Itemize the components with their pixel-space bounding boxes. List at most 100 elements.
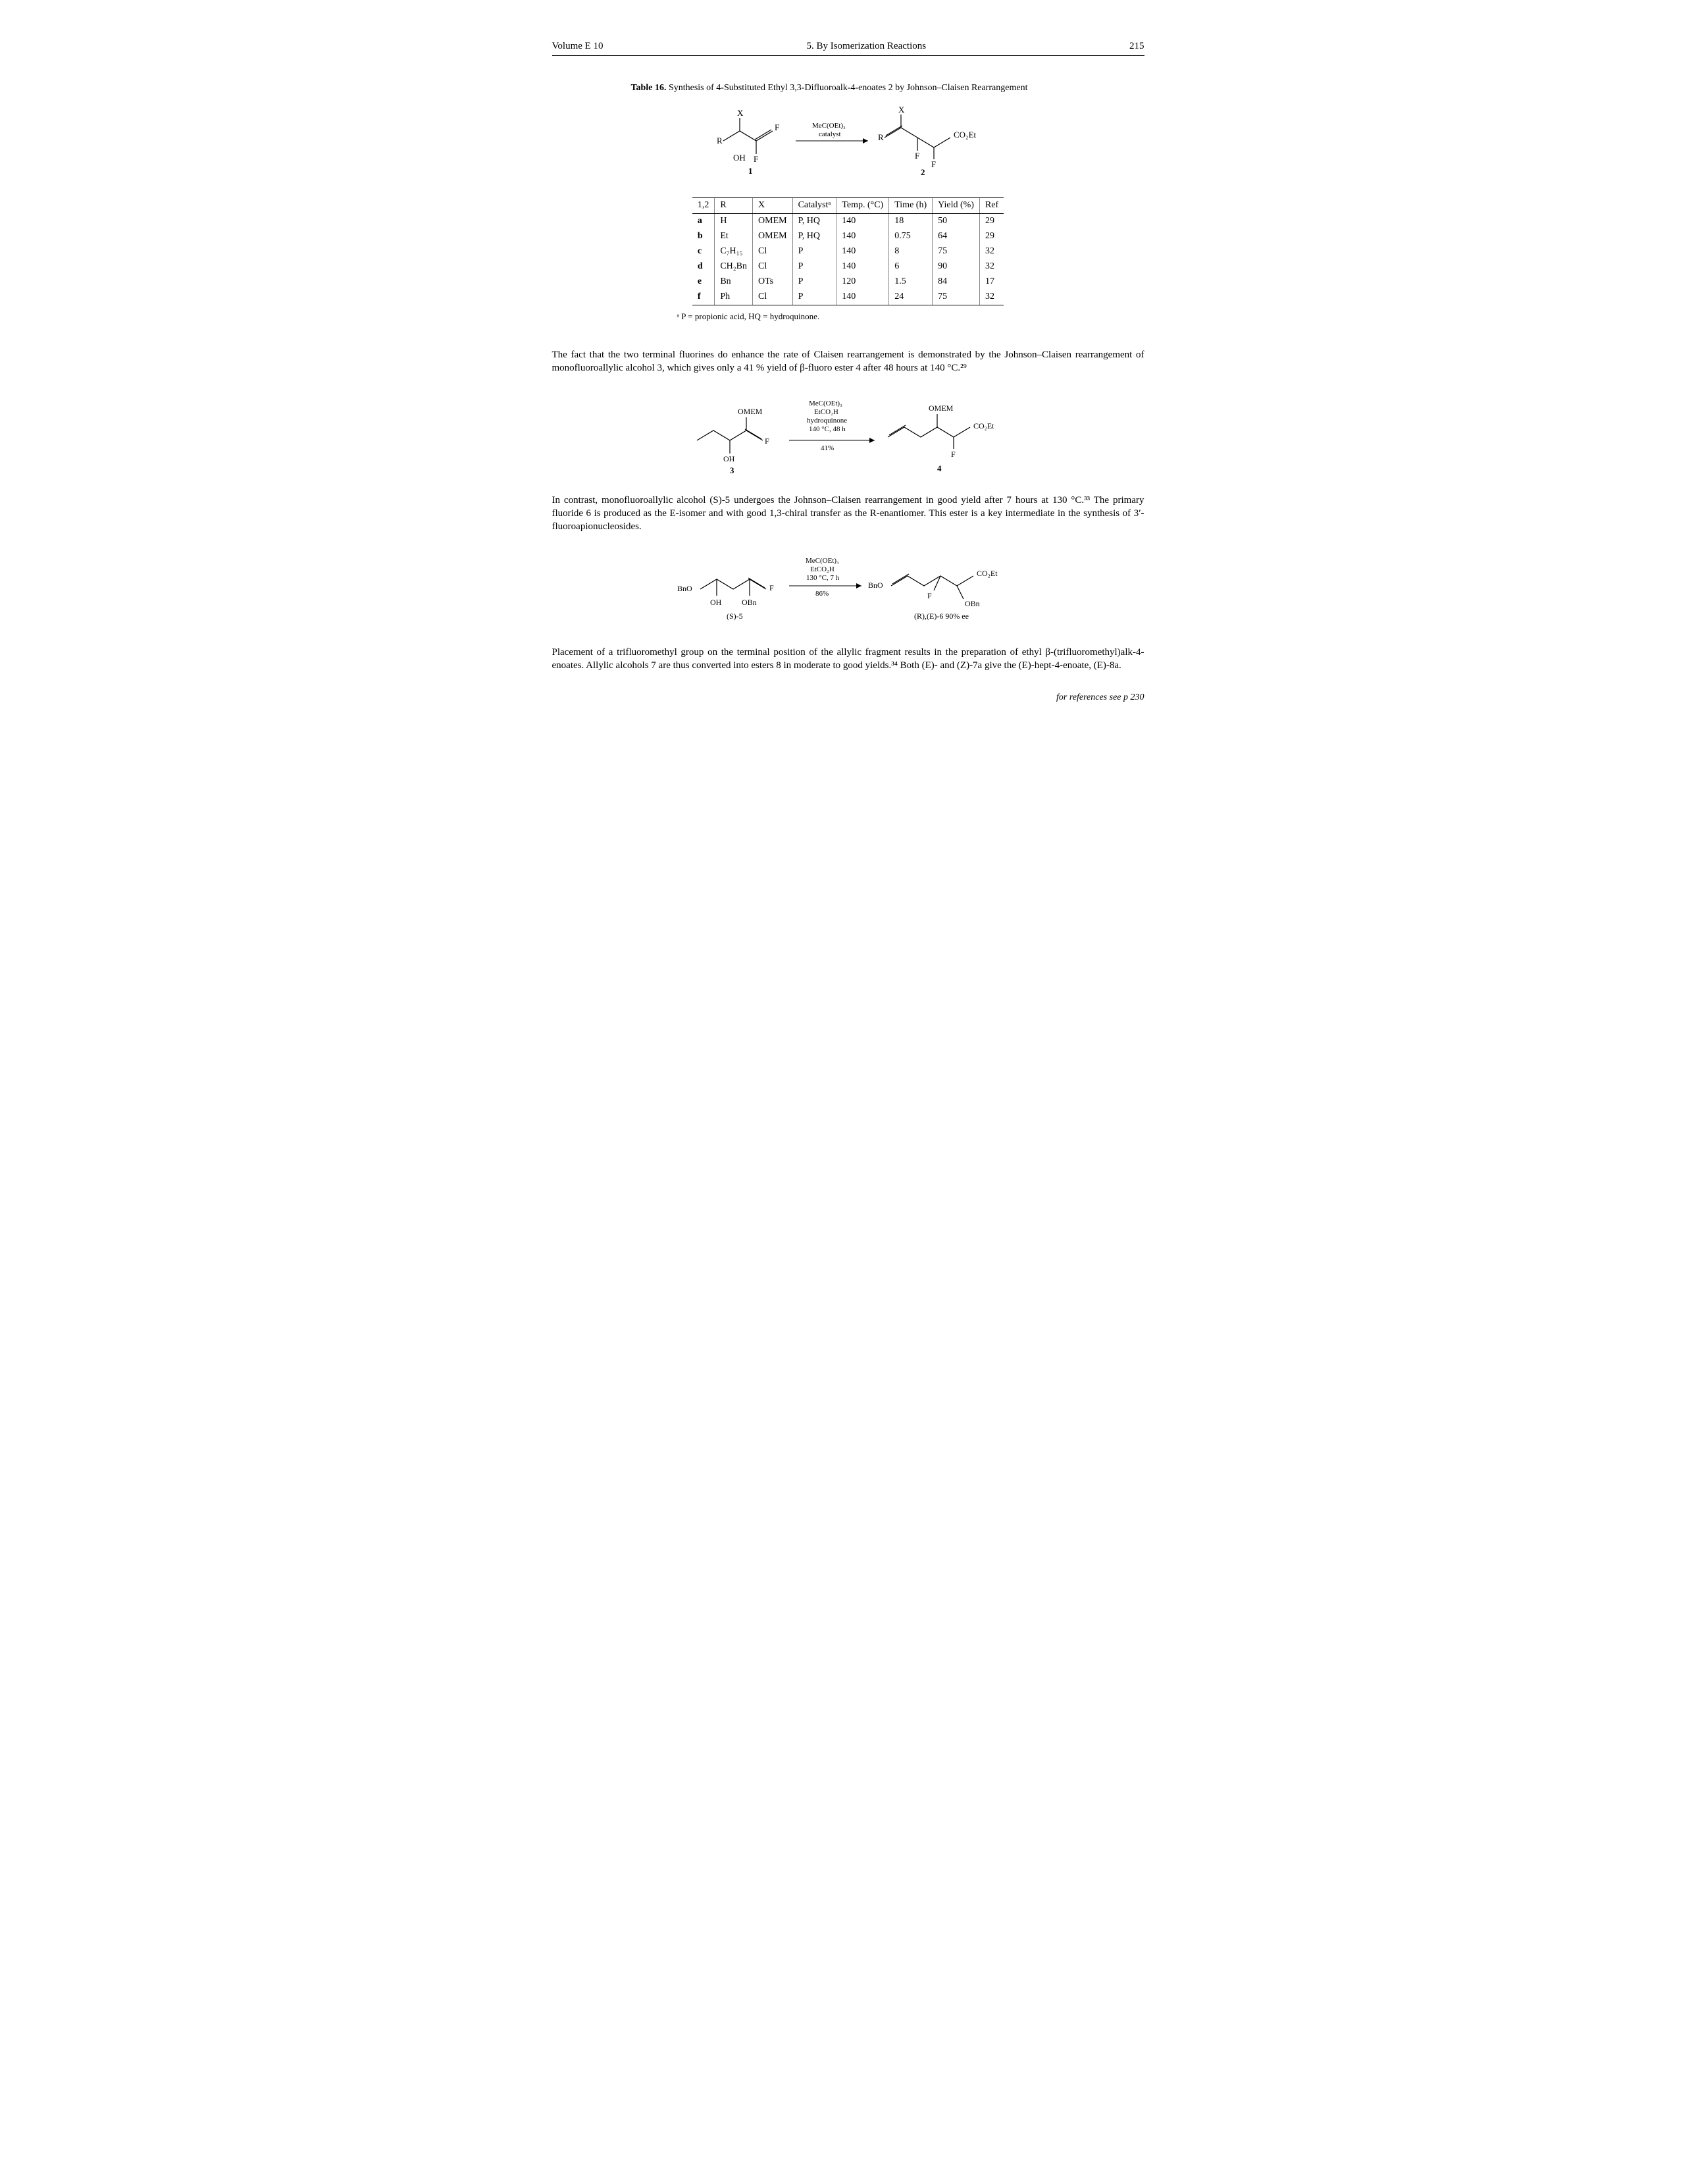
scheme-2: OMEM OH F 3 MeC(OEt)₃ EtCO₂H hydroquinon… [552,391,1144,481]
th-0: 1,2 [692,198,715,214]
table-cell: C₇H₁₅ [715,244,753,259]
table-cell: 75 [933,290,980,305]
table-cell: 32 [979,244,1004,259]
table-cell: 140 [836,229,889,244]
table-cell: Cl [753,290,793,305]
table-cell: e [692,274,715,290]
s3-f: F [769,583,774,592]
s1r-F2: F [931,159,936,169]
table-cell: c [692,244,715,259]
s1-num2: 2 [921,167,925,177]
table-cell: d [692,259,715,274]
s3-oh: OH [710,598,722,607]
table-cell: Ph [715,290,753,305]
s2r-omem: OMEM [929,403,954,413]
s2-num4: 4 [937,463,942,473]
table-cell: P [792,290,836,305]
s1-F2: F [754,154,758,164]
th-5: Time (h) [889,198,933,214]
th-7: Ref [979,198,1004,214]
table-row: eBnOTsP1201.58417 [692,274,1004,290]
table-cell: 75 [933,244,980,259]
table-cell: 32 [979,259,1004,274]
s3-obn: OBn [742,598,757,607]
table-cell: Et [715,229,753,244]
table-cell: 90 [933,259,980,274]
table-cell: P, HQ [792,229,836,244]
s1-F1: F [775,122,779,132]
table-cell: P, HQ [792,214,836,229]
header-center: 5. By Isomerization Reactions [806,39,926,53]
s2-r3: hydroquinone [807,417,847,425]
paragraph-1: The fact that the two terminal fluorines… [552,348,1144,375]
header-right: 215 [1129,39,1144,53]
table-cell: 140 [836,290,889,305]
s2-omem: OMEM [738,407,763,416]
table-cell: 1.5 [889,274,933,290]
table-cell: 0.75 [889,229,933,244]
th-1: R [715,198,753,214]
table-cell: 29 [979,229,1004,244]
table-row: cC₇H₁₅ClP14087532 [692,244,1004,259]
table-cell: Cl [753,259,793,274]
s2-num3: 3 [730,465,734,475]
s3-r3: 130 °C, 7 h [806,574,840,582]
header-left: Volume E 10 [552,39,604,53]
table-cell: Bn [715,274,753,290]
table-cell: 24 [889,290,933,305]
s1r-grp: CO₂Et [954,130,977,140]
table16-footnote: ᵃ P = propionic acid, HQ = hydroquinone. [677,311,1144,323]
s3-num6: (R),(E)-6 90% ee [914,611,969,621]
table-row: dCH₂BnClP14069032 [692,259,1004,274]
s1r-F1: F [915,151,919,161]
scheme-3-svg: BnO OH OBn F (S)-5 MeC(OEt)₃ EtCO₂H 130 … [664,550,1033,629]
table-cell: a [692,214,715,229]
s1-reagent-top: MeC(OEt)₃ [812,122,846,130]
references-note: for references see p 230 [552,692,1144,704]
table-cell: H [715,214,753,229]
table-cell: 140 [836,244,889,259]
table-cell: 50 [933,214,980,229]
table-cell: P [792,259,836,274]
table-cell: 84 [933,274,980,290]
table16-caption: Table 16. Synthesis of 4-Substituted Eth… [631,82,1079,95]
s1-X: X [737,108,744,118]
th-3: Catalystᵃ [792,198,836,214]
s3-r1: MeC(OEt)₃ [806,557,839,565]
s3-bno: BnO [677,584,692,593]
table-cell: 6 [889,259,933,274]
s1-reagent-bot: catalyst [819,130,841,138]
s2r-grp: CO₂Et [973,421,994,430]
table-cell: 29 [979,214,1004,229]
table-cell: 32 [979,290,1004,305]
s2-r4: 140 °C, 48 h [809,425,846,433]
s2r-f: F [951,450,956,459]
s2-oh: OH [723,454,735,463]
s1r-X: X [898,105,905,115]
table-cell: P [792,274,836,290]
th-6: Yield (%) [933,198,980,214]
table-cell: 18 [889,214,933,229]
table16-caption-bold: Table 16. [631,83,667,93]
table-cell: OMEM [753,229,793,244]
s3-yield: 86% [815,590,829,598]
s1-R: R [717,136,723,145]
th-2: X [753,198,793,214]
s3-r2: EtCO₂H [810,565,835,573]
table-row: aHOMEMP, HQ140185029 [692,214,1004,229]
table-cell: f [692,290,715,305]
s3r-grp: CO₂Et [977,569,998,578]
s2-f: F [765,436,769,446]
table-cell: 140 [836,259,889,274]
th-4: Temp. (°C) [836,198,889,214]
scheme-2-svg: OMEM OH F 3 MeC(OEt)₃ EtCO₂H hydroquinon… [677,391,1019,477]
scheme-3: BnO OH OBn F (S)-5 MeC(OEt)₃ EtCO₂H 130 … [552,550,1144,633]
table-row: bEtOMEMP, HQ1400.756429 [692,229,1004,244]
table-cell: P [792,244,836,259]
paragraph-3: Placement of a trifluoromethyl group on … [552,646,1144,673]
page-header: Volume E 10 5. By Isomerization Reaction… [552,39,1144,56]
s1r-R: R [878,132,884,142]
table16: 1,2 R X Catalystᵃ Temp. (°C) Time (h) Yi… [692,197,1004,305]
table-cell: OMEM [753,214,793,229]
s3-num5: (S)-5 [727,611,743,621]
